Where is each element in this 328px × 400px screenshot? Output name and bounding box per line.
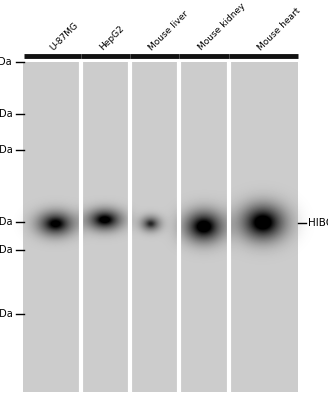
Text: Mouse liver: Mouse liver <box>147 9 190 52</box>
Text: 100kDa: 100kDa <box>0 57 12 67</box>
Text: Mouse kidney: Mouse kidney <box>196 2 247 52</box>
Text: Mouse heart: Mouse heart <box>256 6 302 52</box>
Text: 25kDa: 25kDa <box>0 309 12 319</box>
Text: 40kDa: 40kDa <box>0 217 12 227</box>
Text: 70kDa: 70kDa <box>0 109 12 119</box>
Text: 55kDa: 55kDa <box>0 145 12 155</box>
Text: U-87MG: U-87MG <box>49 20 81 52</box>
Text: HIBCH: HIBCH <box>308 218 328 228</box>
Text: 35kDa: 35kDa <box>0 245 12 255</box>
Text: HepG2: HepG2 <box>98 24 126 52</box>
